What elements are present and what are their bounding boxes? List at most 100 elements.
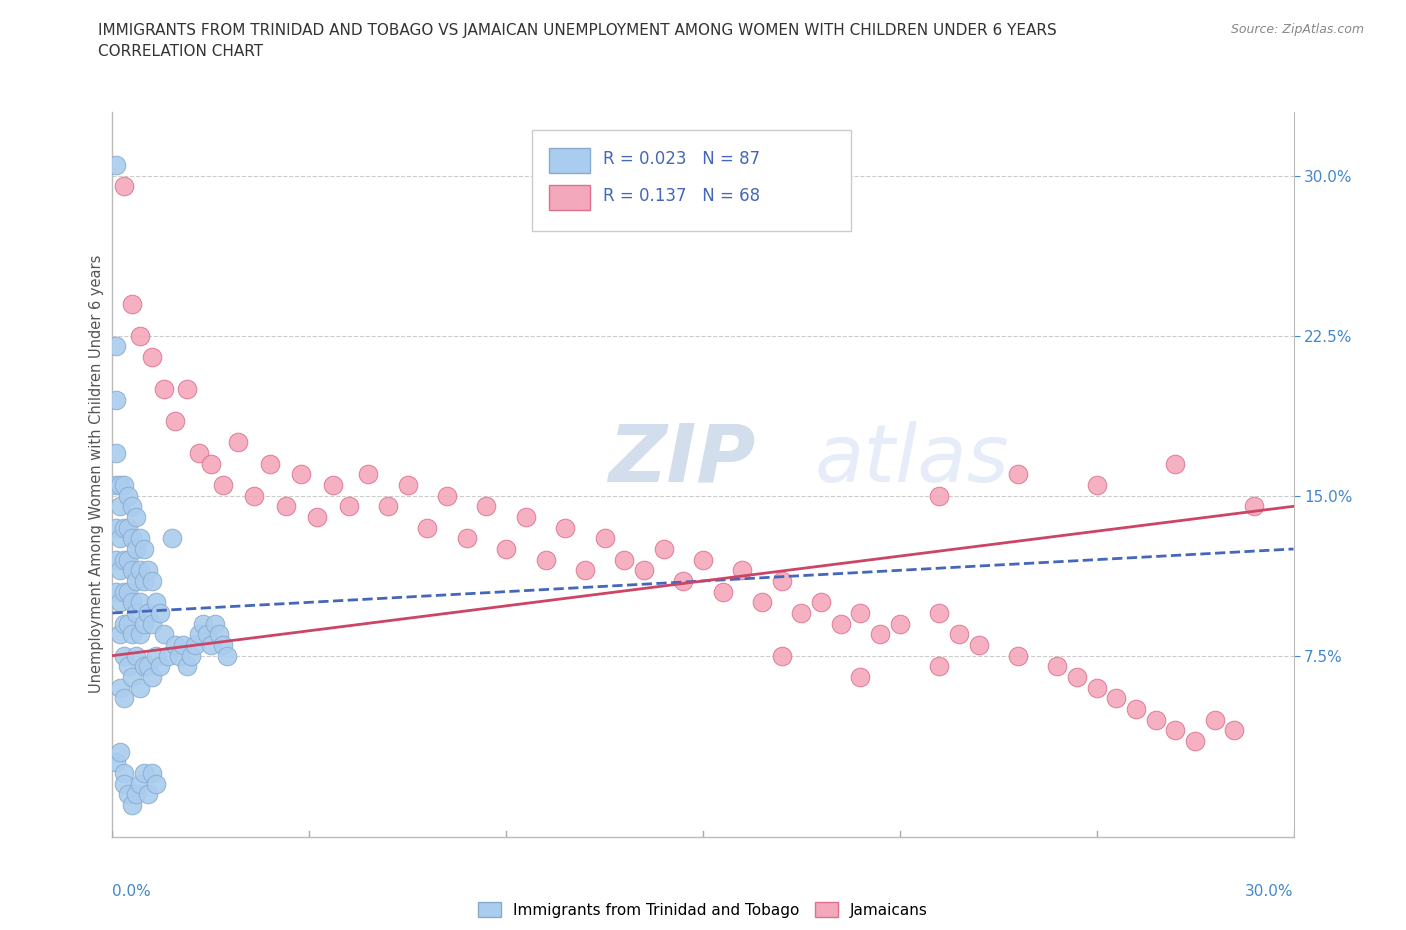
Point [869, 627, 891, 642]
Point [152, 381, 174, 396]
Y-axis label: Unemployment Among Women with Children Under 6 years: Unemployment Among Women with Children U… [89, 255, 104, 694]
Point [129, 627, 152, 642]
Point [215, 648, 238, 663]
Point [105, 445, 128, 460]
Point [208, 627, 231, 642]
Point [1223, 723, 1246, 737]
Point [495, 541, 517, 556]
Point [136, 787, 159, 802]
Point [125, 510, 148, 525]
Point [110, 627, 132, 642]
Point [105, 477, 128, 492]
Legend: Immigrants from Trinidad and Tobago, Jamaicans: Immigrants from Trinidad and Tobago, Jam… [472, 896, 934, 923]
Point [259, 457, 281, 472]
Point [129, 563, 152, 578]
Point [416, 520, 439, 535]
Point [136, 563, 159, 578]
Point [112, 520, 135, 535]
Point [136, 658, 159, 673]
Point [117, 617, 139, 631]
Point [1007, 467, 1029, 482]
Point [948, 627, 970, 642]
Point [1204, 712, 1226, 727]
Point [117, 584, 139, 599]
Point [136, 605, 159, 620]
Point [145, 777, 167, 791]
Point [967, 638, 990, 653]
Point [1164, 457, 1187, 472]
FancyBboxPatch shape [531, 130, 851, 232]
Point [117, 787, 139, 802]
Point [322, 477, 344, 492]
Point [121, 563, 143, 578]
Point [141, 574, 163, 589]
Point [156, 648, 179, 663]
Point [1085, 477, 1108, 492]
Text: R = 0.137   N = 68: R = 0.137 N = 68 [603, 188, 759, 206]
Point [751, 595, 773, 610]
Point [129, 328, 152, 343]
Point [456, 531, 478, 546]
Point [129, 680, 152, 695]
Text: R = 0.023   N = 87: R = 0.023 N = 87 [603, 151, 759, 168]
Point [228, 435, 250, 450]
Point [121, 595, 143, 610]
Point [184, 638, 207, 653]
Point [121, 670, 143, 684]
Point [176, 658, 198, 673]
Point [188, 627, 211, 642]
Point [830, 617, 852, 631]
Point [574, 563, 596, 578]
Point [849, 670, 872, 684]
Point [204, 617, 226, 631]
Point [1144, 712, 1167, 727]
Point [396, 477, 419, 492]
Point [112, 765, 135, 780]
Point [110, 744, 132, 759]
Point [149, 605, 172, 620]
Point [105, 552, 128, 567]
Point [132, 541, 155, 556]
Text: ZIP: ZIP [609, 420, 756, 498]
Point [889, 617, 911, 631]
Point [652, 541, 675, 556]
Point [337, 498, 360, 513]
Point [200, 638, 222, 653]
Text: Source: ZipAtlas.com: Source: ZipAtlas.com [1230, 23, 1364, 36]
Point [200, 457, 222, 472]
Point [172, 638, 194, 653]
Point [191, 617, 214, 631]
Point [110, 563, 132, 578]
Point [125, 787, 148, 802]
Point [125, 574, 148, 589]
Point [117, 488, 139, 503]
Point [121, 498, 143, 513]
Point [928, 488, 950, 503]
Point [132, 574, 155, 589]
Point [141, 350, 163, 365]
Point [1007, 648, 1029, 663]
Point [770, 574, 793, 589]
Point [105, 584, 128, 599]
Point [731, 563, 754, 578]
Point [117, 658, 139, 673]
Point [243, 488, 266, 503]
Point [125, 648, 148, 663]
Point [141, 617, 163, 631]
Point [112, 179, 135, 193]
Point [165, 638, 187, 653]
Point [160, 531, 183, 546]
Point [129, 777, 152, 791]
Point [125, 541, 148, 556]
Point [110, 531, 132, 546]
Point [475, 498, 498, 513]
Point [117, 520, 139, 535]
Point [152, 627, 174, 642]
Point [121, 296, 143, 311]
Point [132, 617, 155, 631]
Point [692, 552, 714, 567]
Point [110, 498, 132, 513]
Point [1046, 658, 1069, 673]
Point [105, 520, 128, 535]
Point [593, 531, 616, 546]
